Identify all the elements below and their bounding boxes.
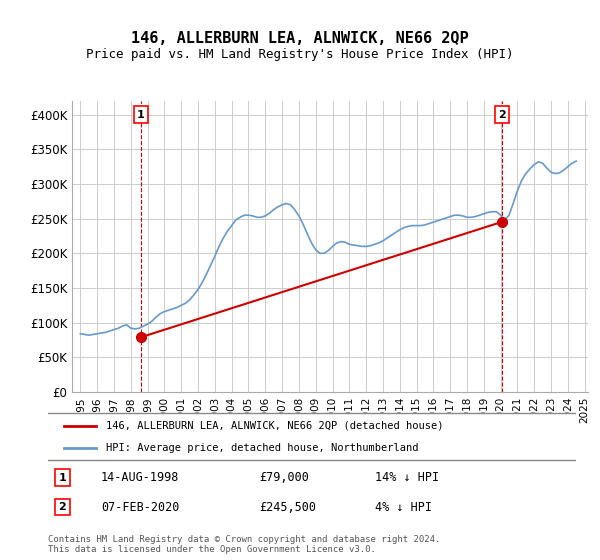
Text: 2: 2	[499, 110, 506, 119]
Text: 14-AUG-1998: 14-AUG-1998	[101, 471, 179, 484]
Text: 1: 1	[59, 473, 67, 483]
Text: 4% ↓ HPI: 4% ↓ HPI	[376, 501, 433, 514]
FancyBboxPatch shape	[43, 413, 581, 460]
Text: 146, ALLERBURN LEA, ALNWICK, NE66 2QP: 146, ALLERBURN LEA, ALNWICK, NE66 2QP	[131, 31, 469, 46]
Text: 14% ↓ HPI: 14% ↓ HPI	[376, 471, 439, 484]
Text: £245,500: £245,500	[259, 501, 316, 514]
Text: Contains HM Land Registry data © Crown copyright and database right 2024.
This d: Contains HM Land Registry data © Crown c…	[48, 535, 440, 554]
Text: Price paid vs. HM Land Registry's House Price Index (HPI): Price paid vs. HM Land Registry's House …	[86, 48, 514, 60]
Text: 07-FEB-2020: 07-FEB-2020	[101, 501, 179, 514]
Text: 1: 1	[137, 110, 145, 119]
Text: £79,000: £79,000	[259, 471, 309, 484]
Text: HPI: Average price, detached house, Northumberland: HPI: Average price, detached house, Nort…	[106, 443, 419, 453]
Text: 146, ALLERBURN LEA, ALNWICK, NE66 2QP (detached house): 146, ALLERBURN LEA, ALNWICK, NE66 2QP (d…	[106, 421, 443, 431]
Text: 2: 2	[59, 502, 67, 512]
